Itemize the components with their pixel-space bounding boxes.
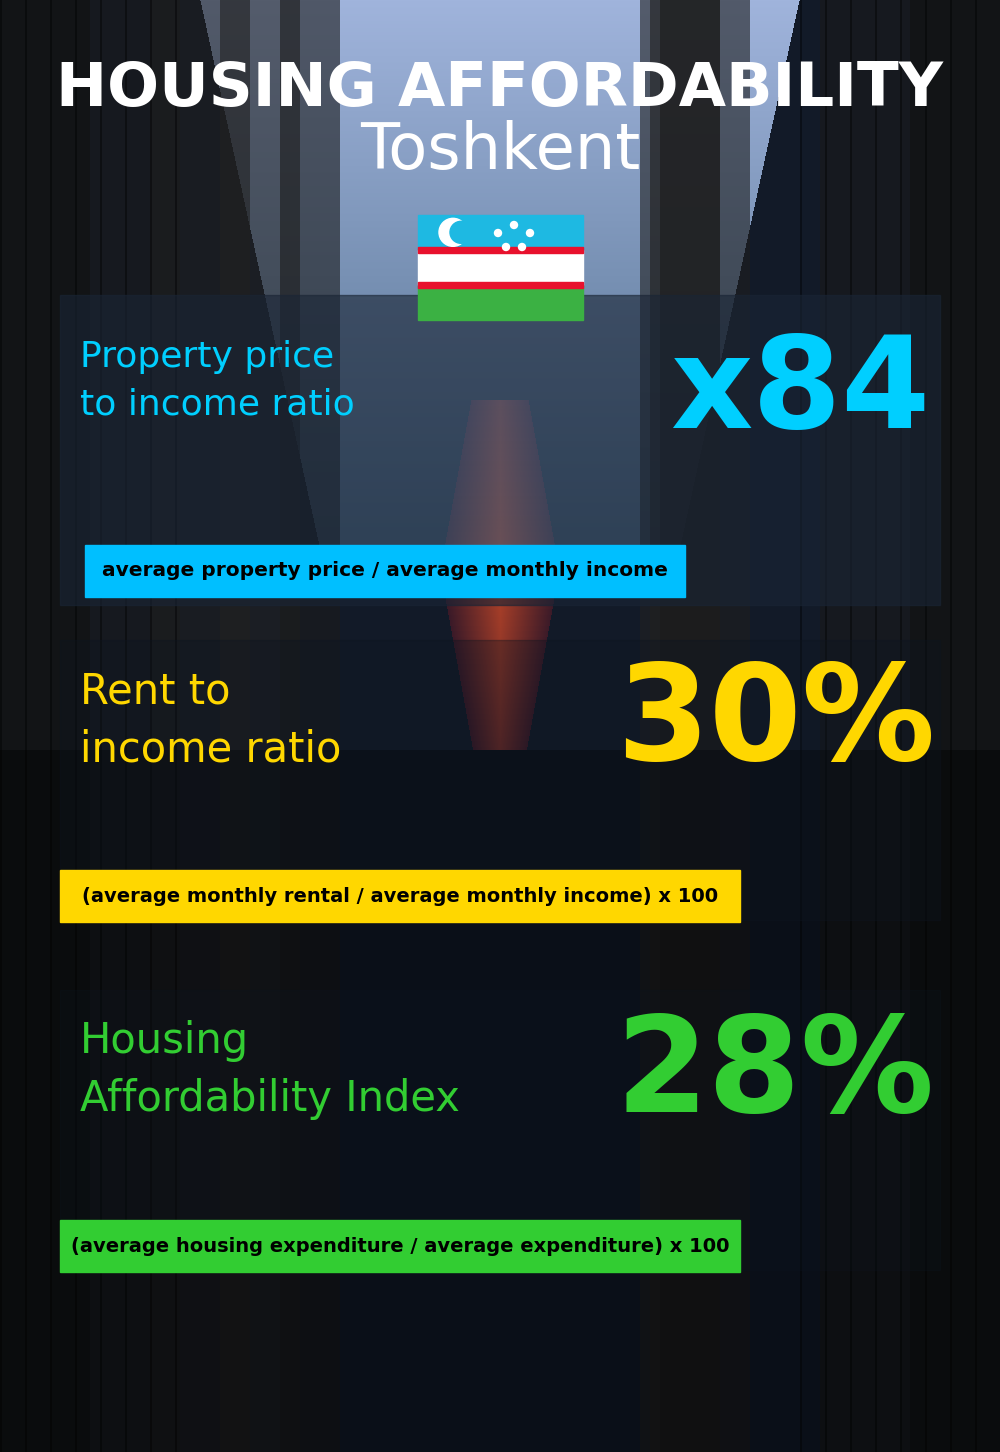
Circle shape bbox=[526, 229, 534, 237]
Text: Toshkent: Toshkent bbox=[360, 121, 640, 182]
Bar bbox=[60, 295, 940, 605]
Text: 30%: 30% bbox=[616, 658, 935, 788]
Text: Housing
Affordability Index: Housing Affordability Index bbox=[80, 1019, 460, 1121]
Text: x84: x84 bbox=[670, 330, 930, 454]
Bar bbox=[85, 544, 685, 597]
Text: average property price / average monthly income: average property price / average monthly… bbox=[102, 562, 668, 581]
Bar bbox=[60, 1220, 740, 1272]
Bar bbox=[60, 640, 940, 921]
Bar bbox=[418, 215, 583, 250]
Text: (average monthly rental / average monthly income) x 100: (average monthly rental / average monthl… bbox=[82, 887, 718, 906]
Bar bbox=[418, 282, 583, 289]
Circle shape bbox=[518, 244, 526, 251]
Circle shape bbox=[494, 229, 502, 237]
Bar bbox=[418, 286, 583, 319]
Text: (average housing expenditure / average expenditure) x 100: (average housing expenditure / average e… bbox=[71, 1237, 729, 1256]
Bar bbox=[418, 247, 583, 253]
Text: Property price
to income ratio: Property price to income ratio bbox=[80, 340, 355, 421]
Bar bbox=[60, 990, 940, 1270]
Bar bbox=[418, 250, 583, 286]
Text: Rent to
income ratio: Rent to income ratio bbox=[80, 669, 341, 771]
Bar bbox=[60, 870, 740, 922]
Text: HOUSING AFFORDABILITY: HOUSING AFFORDABILITY bbox=[56, 60, 944, 119]
Text: 28%: 28% bbox=[616, 1011, 935, 1140]
Circle shape bbox=[450, 221, 472, 244]
Circle shape bbox=[439, 218, 467, 247]
Circle shape bbox=[511, 222, 518, 228]
Circle shape bbox=[503, 244, 510, 251]
